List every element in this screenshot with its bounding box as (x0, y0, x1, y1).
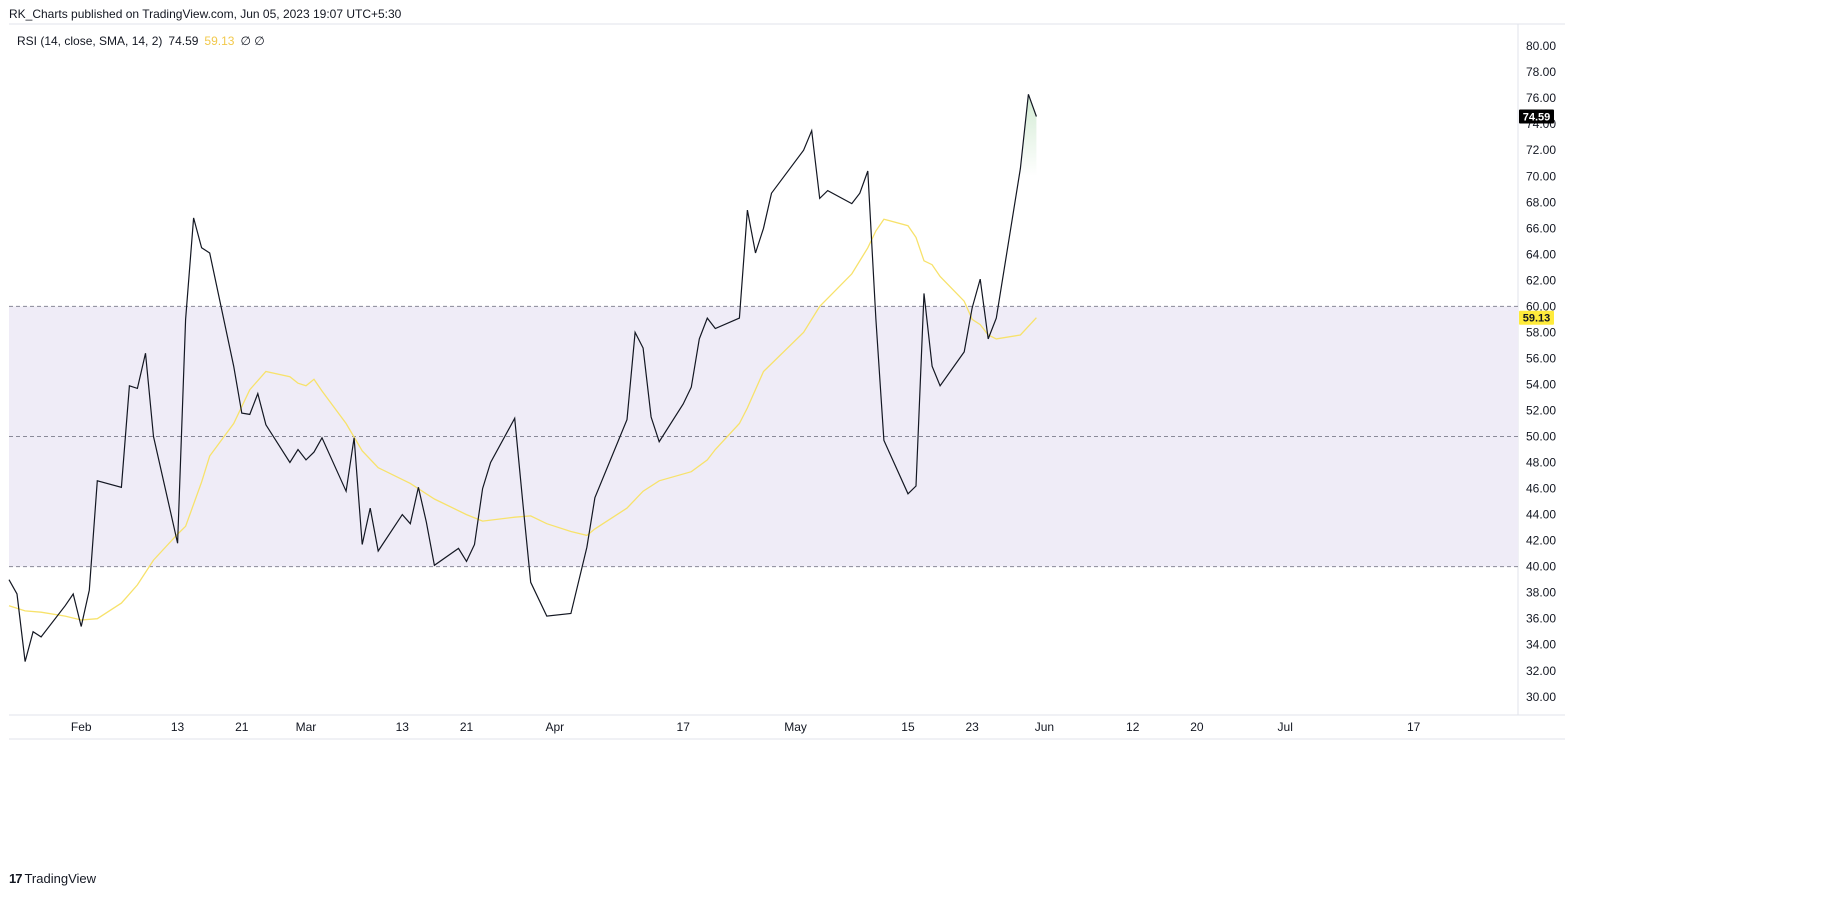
series-layer (8, 94, 1037, 662)
y-tick-label: 40.00 (1526, 560, 1556, 574)
sma-value: 59.13 (204, 34, 235, 48)
x-tick-label: 13 (171, 720, 185, 734)
y-tick-label: 64.00 (1526, 247, 1556, 261)
y-tick-label: 38.00 (1526, 586, 1556, 600)
y-tick-label: 42.00 (1526, 534, 1556, 548)
y-tick-label: 44.00 (1526, 508, 1556, 522)
x-tick-label: 20 (1190, 720, 1204, 734)
x-tick-label: May (784, 720, 807, 734)
tradingview-mark-icon: 17 (9, 871, 23, 886)
chart-frame (9, 23, 1565, 740)
y-tick-label: 60.00 (1526, 299, 1556, 313)
last-value-badges: 74.59 59.13 (1519, 109, 1554, 325)
y-tick-label: 58.00 (1526, 325, 1556, 339)
indicator-name[interactable]: RSI (14, close, SMA, 14, 2) (17, 34, 163, 48)
x-tick-label: Feb (71, 720, 92, 734)
x-tick-label: 13 (396, 720, 410, 734)
rsi-last-value-label: 74.59 (1523, 112, 1551, 124)
x-tick-label: Jul (1278, 720, 1293, 734)
x-tick-label: 23 (966, 720, 980, 734)
y-tick-label: 78.00 (1526, 65, 1556, 79)
price-axis[interactable]: 30.00 32.00 34.00 36.00 38.00 40.00 42.00 44.00… (1526, 39, 1556, 704)
rsi-band-background (9, 306, 1518, 567)
y-tick-label: 68.00 (1526, 195, 1556, 209)
x-tick-label: 21 (460, 720, 474, 734)
x-tick-label: Jun (1035, 720, 1054, 734)
y-tick-label: 70.00 (1526, 169, 1556, 183)
y-tick-label: 72.00 (1526, 143, 1556, 157)
y-tick-label: 36.00 (1526, 612, 1556, 626)
rsi-value: 74.59 (168, 34, 199, 48)
x-tick-label: 15 (901, 720, 915, 734)
x-tick-label: Mar (296, 720, 317, 734)
y-tick-label: 52.00 (1526, 403, 1556, 417)
rsi-line (8, 94, 1037, 662)
rsi-bands (9, 305, 1518, 568)
empty-values: ∅ ∅ (240, 34, 265, 48)
overbought-fill (1020, 94, 1037, 177)
brand-name: TradingView (24, 871, 97, 886)
y-tick-label: 46.00 (1526, 482, 1556, 496)
x-tick-label: Apr (545, 720, 564, 734)
tradingview-logo[interactable]: 17 TradingView (9, 871, 96, 886)
y-tick-label: 54.00 (1526, 377, 1556, 391)
rsi-last-value-box (1519, 109, 1554, 124)
x-tick-label: 12 (1126, 720, 1140, 734)
chart-header: RK_Charts published on TradingView.com, … (9, 7, 401, 21)
x-tick-label: 21 (235, 720, 249, 734)
y-tick-label: 66.00 (1526, 221, 1556, 235)
y-tick-label: 50.00 (1526, 430, 1556, 444)
time-axis[interactable]: Feb 13 21 Mar 13 21 Apr 17 May 15 23 Jun 12 20 Jul 17 (71, 720, 1421, 734)
y-tick-label: 48.00 (1526, 456, 1556, 470)
y-tick-label: 76.00 (1526, 91, 1556, 105)
y-tick-label: 56.00 (1526, 351, 1556, 365)
sma-last-value-box (1519, 310, 1554, 325)
x-tick-label: 17 (1407, 720, 1421, 734)
y-tick-label: 34.00 (1526, 638, 1556, 652)
y-tick-label: 80.00 (1526, 39, 1556, 53)
y-tick-label: 62.00 (1526, 273, 1556, 287)
y-tick-label: 32.00 (1526, 664, 1556, 678)
published-text: RK_Charts published on TradingView.com, … (9, 7, 402, 21)
x-tick-label: 17 (677, 720, 691, 734)
sma-line (8, 218, 1037, 621)
indicator-legend[interactable]: RSI (14, close, SMA, 14, 2) 74.59 59.13 … (17, 34, 265, 48)
sma-last-value-label: 59.13 (1523, 313, 1551, 325)
y-tick-label: 30.00 (1526, 690, 1556, 704)
